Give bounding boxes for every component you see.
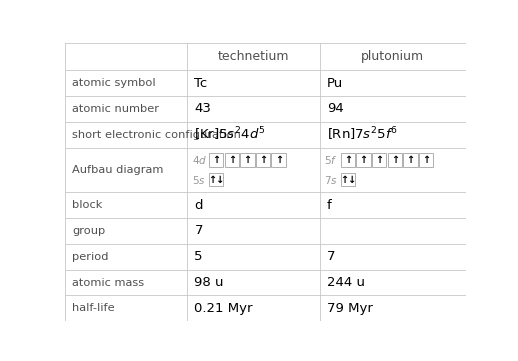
Bar bbox=[340, 173, 355, 186]
Text: [Rn]7$s^2$5$f^6$: [Rn]7$s^2$5$f^6$ bbox=[327, 126, 398, 143]
Text: ↑: ↑ bbox=[406, 155, 414, 165]
Text: 79 Myr: 79 Myr bbox=[327, 302, 373, 315]
Text: 0.21 Myr: 0.21 Myr bbox=[194, 302, 253, 315]
Text: ↑: ↑ bbox=[228, 155, 236, 165]
Bar bbox=[403, 153, 418, 167]
Text: 94: 94 bbox=[327, 103, 343, 116]
Bar bbox=[209, 173, 223, 186]
Text: ↑: ↑ bbox=[212, 155, 220, 165]
Text: ↑↓: ↑↓ bbox=[208, 175, 224, 185]
Text: ↑: ↑ bbox=[422, 155, 430, 165]
Text: 5$s$: 5$s$ bbox=[192, 174, 206, 186]
Text: 98 u: 98 u bbox=[194, 276, 224, 289]
Text: plutonium: plutonium bbox=[362, 50, 424, 63]
Text: 4$d$: 4$d$ bbox=[192, 154, 207, 166]
Bar bbox=[224, 153, 239, 167]
Text: ↑: ↑ bbox=[391, 155, 399, 165]
Text: 5: 5 bbox=[194, 250, 203, 263]
Text: ↑: ↑ bbox=[359, 155, 367, 165]
Bar bbox=[372, 153, 386, 167]
Bar bbox=[271, 153, 286, 167]
Text: Tc: Tc bbox=[194, 77, 208, 90]
Text: Pu: Pu bbox=[327, 77, 343, 90]
Text: Aufbau diagram: Aufbau diagram bbox=[72, 165, 163, 175]
Bar bbox=[387, 153, 402, 167]
Text: d: d bbox=[194, 199, 203, 212]
Text: ↑: ↑ bbox=[344, 155, 352, 165]
Text: period: period bbox=[72, 252, 108, 262]
Text: 7$s$: 7$s$ bbox=[324, 174, 338, 186]
Text: block: block bbox=[72, 200, 103, 210]
Bar bbox=[240, 153, 255, 167]
Text: atomic mass: atomic mass bbox=[72, 278, 144, 288]
Text: ↑: ↑ bbox=[375, 155, 383, 165]
Text: short electronic configuration: short electronic configuration bbox=[72, 130, 241, 140]
Text: 5$f$: 5$f$ bbox=[324, 154, 338, 166]
Bar bbox=[256, 153, 270, 167]
Text: ↑: ↑ bbox=[275, 155, 283, 165]
Text: 43: 43 bbox=[194, 103, 211, 116]
Text: ↑↓: ↑↓ bbox=[340, 175, 356, 185]
Bar bbox=[340, 153, 355, 167]
Text: f: f bbox=[327, 199, 332, 212]
Text: 7: 7 bbox=[194, 225, 203, 238]
Text: atomic symbol: atomic symbol bbox=[72, 78, 155, 88]
Text: ↑: ↑ bbox=[259, 155, 267, 165]
Bar bbox=[356, 153, 371, 167]
Text: technetium: technetium bbox=[218, 50, 289, 63]
Text: 244 u: 244 u bbox=[327, 276, 365, 289]
Text: [Kr]5$s^2$4$d^5$: [Kr]5$s^2$4$d^5$ bbox=[194, 126, 266, 143]
Text: atomic number: atomic number bbox=[72, 104, 159, 114]
Text: 7: 7 bbox=[327, 250, 335, 263]
Text: group: group bbox=[72, 226, 105, 236]
Bar bbox=[419, 153, 433, 167]
Text: ↑: ↑ bbox=[243, 155, 251, 165]
Text: half-life: half-life bbox=[72, 303, 114, 313]
Bar bbox=[209, 153, 223, 167]
